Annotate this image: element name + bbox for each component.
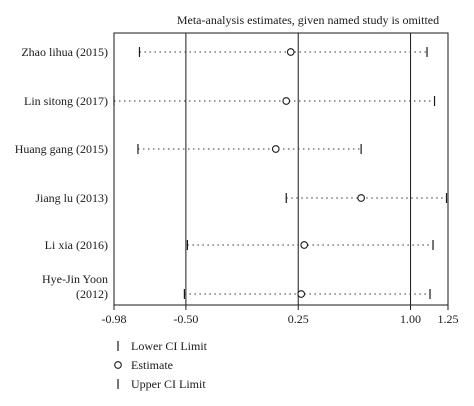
- legend: Lower CI Limit Estimate Upper CI Limit: [114, 339, 208, 391]
- estimate-marker: [286, 48, 295, 56]
- legend-item: Estimate: [114, 358, 173, 372]
- study-label-line: Hye-Jin Yoon: [42, 272, 108, 286]
- legend-label: Estimate: [131, 358, 173, 372]
- study-label-line: (2012): [76, 287, 108, 301]
- study-label: Hye-Jin Yoon (2012): [42, 272, 108, 301]
- study-row: Zhao lihua (2015): [21, 45, 428, 59]
- legend-estimate-symbol: [114, 361, 122, 369]
- x-tick-label: 1.00: [400, 312, 421, 326]
- estimate-marker: [282, 97, 291, 105]
- x-tick-label: 1.25: [438, 312, 459, 326]
- x-axis: -0.98 -0.50 0.25 1.00 1.25: [102, 305, 459, 326]
- chart-title: Meta-analysis estimates, given named stu…: [177, 13, 439, 27]
- plot-frame: [113, 32, 449, 306]
- study-rows: Zhao lihua (2015) Lin sitong (2017) Huang …: [15, 45, 448, 301]
- study-row: Jiang lu (2013): [35, 191, 448, 205]
- study-label: Zhao lihua (2015): [21, 45, 108, 59]
- legend-label: Lower CI Limit: [131, 339, 208, 353]
- study-label: Huang gang (2015): [15, 142, 108, 156]
- estimate-marker: [297, 290, 306, 298]
- estimate-marker: [357, 194, 365, 202]
- x-tick-label: -0.50: [173, 312, 198, 326]
- study-row: Li xia (2016): [45, 238, 434, 252]
- x-tick-label: -0.98: [102, 312, 127, 326]
- study-label: Lin sitong (2017): [24, 94, 108, 108]
- study-row: Huang gang (2015): [15, 142, 362, 156]
- study-row: Hye-Jin Yoon (2012): [42, 272, 431, 301]
- x-tick-label: 0.25: [288, 312, 309, 326]
- estimate-marker: [300, 241, 309, 249]
- study-label: Li xia (2016): [45, 238, 108, 252]
- legend-item: Lower CI Limit: [117, 339, 208, 353]
- legend-label: Upper CI Limit: [131, 377, 206, 391]
- study-label: Jiang lu (2013): [35, 191, 108, 205]
- legend-item: Upper CI Limit: [117, 377, 206, 391]
- estimate-marker: [271, 145, 280, 153]
- study-row: Lin sitong (2017): [24, 94, 436, 108]
- reference-lines: [185, 33, 412, 305]
